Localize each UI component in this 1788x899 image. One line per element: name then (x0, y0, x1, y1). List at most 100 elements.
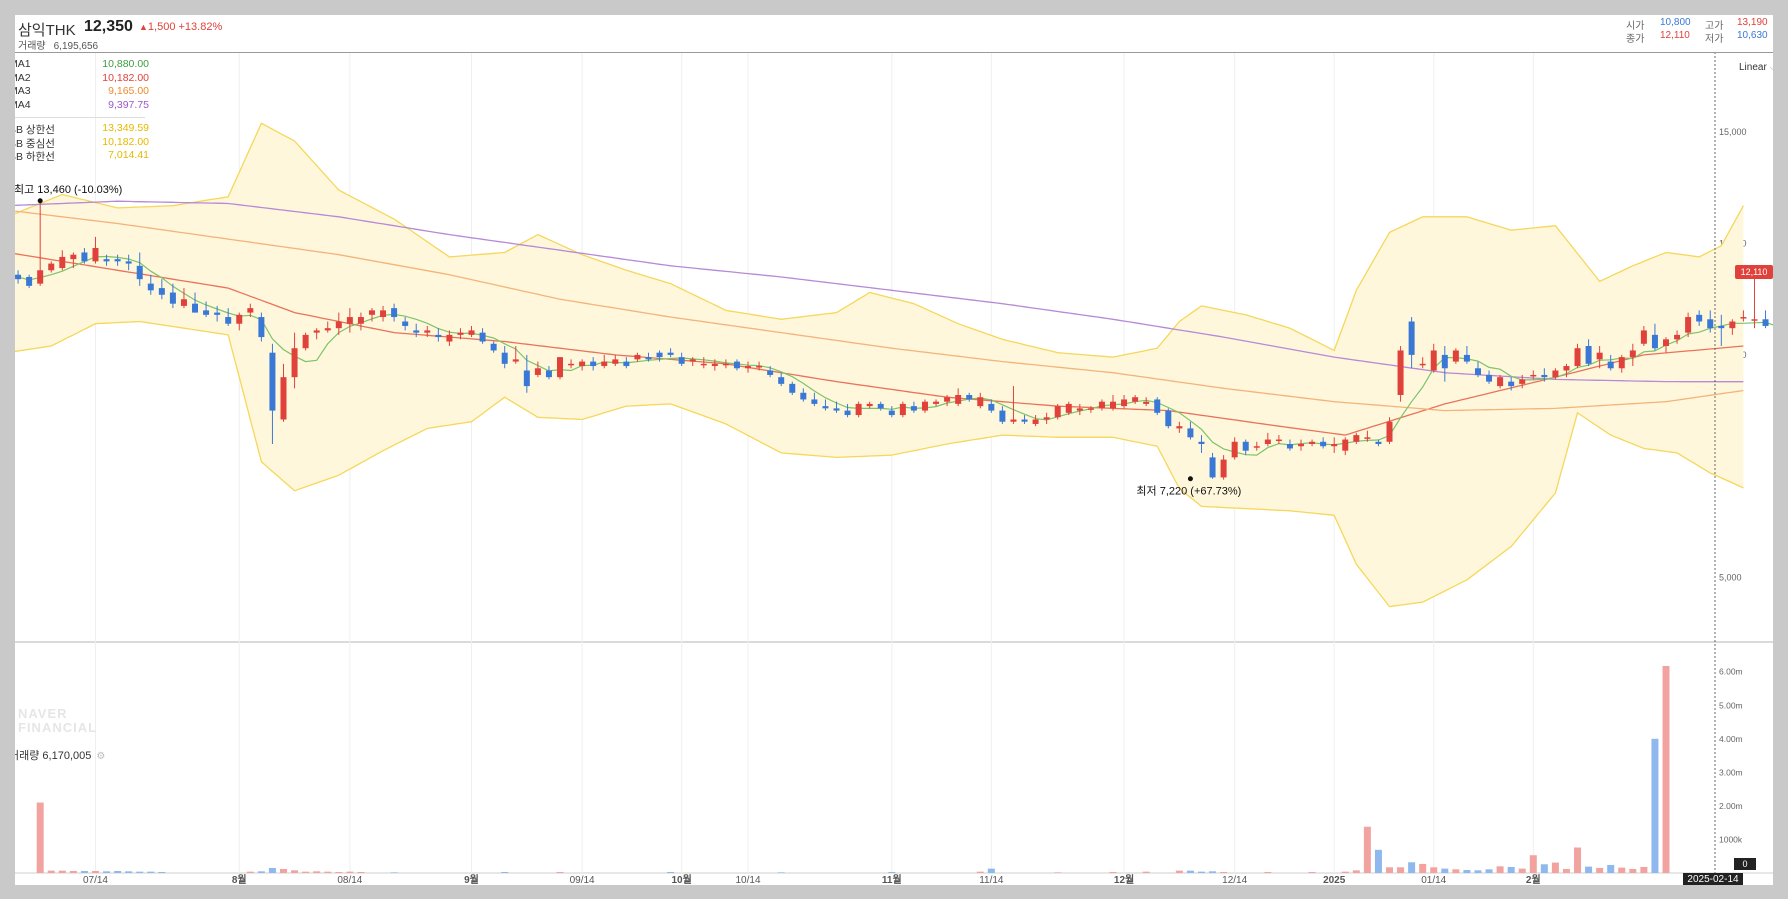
candle[interactable] (192, 292, 199, 313)
candle[interactable] (136, 252, 143, 286)
volume-bar[interactable] (357, 871, 365, 873)
candle[interactable] (1342, 437, 1349, 456)
candle[interactable] (59, 250, 66, 271)
candle[interactable] (1043, 412, 1050, 424)
candle[interactable] (634, 352, 641, 362)
candle[interactable] (722, 359, 729, 369)
candle[interactable] (1087, 406, 1094, 413)
volume-bar[interactable] (1109, 871, 1117, 873)
volume-bar[interactable] (1507, 866, 1515, 873)
candle[interactable] (1563, 363, 1570, 378)
candle[interactable] (1375, 439, 1382, 447)
candle[interactable] (1165, 408, 1172, 429)
candle[interactable] (866, 401, 873, 409)
candle[interactable] (368, 308, 375, 322)
candle[interactable] (48, 261, 55, 273)
candle[interactable] (1541, 368, 1548, 382)
candle[interactable] (1452, 348, 1459, 364)
candle[interactable] (1253, 441, 1260, 451)
candle[interactable] (1121, 395, 1128, 409)
candle[interactable] (269, 343, 276, 444)
volume-bar[interactable] (91, 870, 99, 873)
volume-bar[interactable] (1629, 868, 1637, 873)
volume-bar[interactable] (1363, 826, 1371, 873)
candle[interactable] (689, 357, 696, 367)
candle[interactable] (700, 357, 707, 369)
volume-bar[interactable] (1463, 869, 1471, 873)
volume-bar[interactable] (1374, 849, 1382, 873)
volume-bar[interactable] (1209, 871, 1217, 873)
volume-bar[interactable] (1496, 866, 1504, 873)
volume-bar[interactable] (257, 871, 265, 873)
volume-bar[interactable] (1618, 867, 1626, 873)
volume-bar[interactable] (501, 871, 509, 873)
volume-bar[interactable] (1640, 866, 1648, 873)
candle[interactable] (888, 406, 895, 418)
candle[interactable] (789, 381, 796, 395)
candle[interactable] (446, 330, 453, 346)
candle[interactable] (1220, 455, 1227, 480)
candle[interactable] (944, 395, 951, 407)
volume-bar[interactable] (313, 871, 321, 873)
candle[interactable] (877, 401, 884, 411)
candle[interactable] (1696, 310, 1703, 326)
candle[interactable] (1751, 274, 1758, 329)
volume-bar[interactable] (1441, 868, 1449, 873)
candle[interactable] (1651, 323, 1658, 351)
volume-bar[interactable] (888, 871, 896, 873)
candle[interactable] (1098, 399, 1105, 411)
candle[interactable] (1585, 339, 1592, 367)
candle[interactable] (988, 399, 995, 413)
candle[interactable] (800, 388, 807, 402)
volume-bar[interactable] (291, 870, 299, 873)
candle[interactable] (523, 354, 530, 393)
candle[interactable] (568, 359, 575, 369)
candle[interactable] (1076, 403, 1083, 416)
candle[interactable] (1264, 432, 1271, 447)
volume-bar[interactable] (976, 871, 984, 873)
candle[interactable] (1497, 374, 1504, 389)
candle[interactable] (855, 401, 862, 418)
candle[interactable] (711, 359, 718, 371)
volume-bar[interactable] (1264, 871, 1272, 873)
candle[interactable] (15, 270, 22, 284)
candle[interactable] (612, 354, 619, 367)
candle[interactable] (745, 361, 752, 373)
candle[interactable] (678, 352, 685, 367)
candle[interactable] (811, 392, 818, 407)
candle[interactable] (1397, 346, 1404, 402)
candle[interactable] (1574, 343, 1581, 369)
candle[interactable] (501, 346, 508, 369)
legend-item[interactable]: MA1 10,880.00 (15, 58, 149, 72)
candle[interactable] (1430, 343, 1437, 373)
candle[interactable] (280, 363, 287, 422)
candle[interactable] (37, 200, 44, 286)
volume-bar[interactable] (987, 868, 995, 873)
candle[interactable] (1021, 415, 1028, 424)
candle[interactable] (999, 406, 1006, 424)
candle[interactable] (1762, 310, 1769, 329)
candle[interactable] (291, 332, 298, 389)
volume-bar[interactable] (1485, 869, 1493, 873)
candle[interactable] (1176, 421, 1183, 433)
candle[interactable] (601, 354, 608, 369)
candle[interactable] (1309, 439, 1316, 447)
candle[interactable] (1729, 319, 1736, 335)
legend-item[interactable]: MA4 9,397.75 (15, 99, 149, 113)
volume-bar[interactable] (1419, 863, 1427, 873)
candle[interactable] (1474, 361, 1481, 378)
candle[interactable] (1508, 377, 1515, 391)
candle[interactable] (70, 252, 77, 269)
candle[interactable] (1463, 346, 1470, 364)
candle[interactable] (490, 341, 497, 353)
candle[interactable] (214, 305, 221, 322)
candle[interactable] (81, 248, 88, 264)
candle[interactable] (114, 254, 121, 266)
candle[interactable] (313, 328, 320, 340)
volume-bar[interactable] (324, 871, 332, 873)
candle[interactable] (1154, 397, 1161, 416)
candle[interactable] (413, 323, 420, 338)
candle[interactable] (1209, 452, 1216, 479)
candle[interactable] (844, 403, 851, 418)
candle[interactable] (1364, 430, 1371, 442)
